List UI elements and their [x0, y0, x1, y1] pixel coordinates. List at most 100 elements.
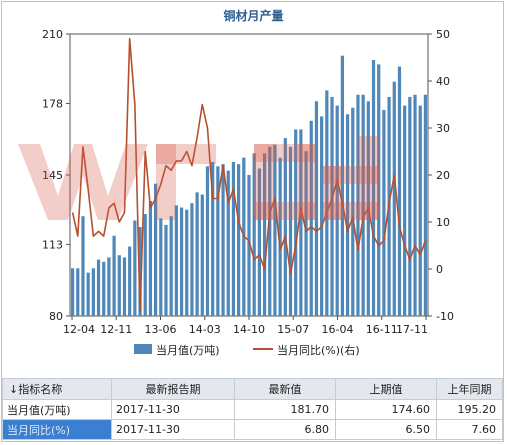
bar — [273, 144, 277, 316]
chart-title: 铜材月产量 — [223, 9, 284, 23]
bar — [179, 207, 184, 316]
series-line — [71, 37, 427, 313]
bar — [148, 201, 153, 316]
bar — [195, 192, 199, 316]
bar — [174, 205, 178, 316]
right-axis-tick-label: 20 — [436, 169, 450, 182]
bar — [371, 60, 376, 316]
bar — [107, 257, 111, 316]
bar — [356, 94, 360, 317]
x-axis-tick-label: 12-04 — [63, 323, 95, 336]
col-header-latest[interactable]: 最新值 — [234, 378, 336, 400]
bar — [205, 166, 210, 316]
bar — [216, 166, 220, 316]
table-row[interactable]: 当月值(万吨) 2017-11-30 181.70 174.60 195.20 — [2, 399, 503, 420]
sort-arrow-icon: ↓ — [9, 383, 19, 396]
bar — [330, 96, 334, 316]
row-last-year: 7.60 — [436, 419, 503, 440]
bar — [304, 151, 308, 316]
col-header-previous[interactable]: 上期值 — [335, 378, 437, 400]
table-row-selected[interactable]: 当月同比(%) 2017-11-30 6.80 6.50 7.60 — [2, 419, 503, 440]
x-axis-tick-label: 15-07 — [277, 323, 309, 336]
x-axis-tick-label: 13-06 — [145, 323, 177, 336]
row-latest: 181.70 — [234, 399, 336, 420]
bar — [185, 209, 189, 316]
bar — [268, 146, 272, 316]
row-date: 2017-11-30 — [111, 399, 235, 420]
bar — [314, 101, 319, 316]
row-name: 当月值(万吨) — [2, 399, 112, 420]
bar — [299, 129, 303, 316]
bar — [91, 268, 95, 316]
x-axis-tick-label: 16-11 — [366, 323, 398, 336]
bar — [122, 257, 127, 316]
left-axis-tick-label: 145 — [42, 169, 63, 182]
left-axis-tick-label: 113 — [42, 238, 63, 251]
legend-bar-label: 当月值(万吨) — [156, 343, 220, 357]
left-axis-tick-label: 80 — [49, 310, 63, 323]
bar — [237, 164, 241, 316]
bar — [133, 220, 137, 316]
col-header-date[interactable]: 最新报告期 — [111, 378, 235, 400]
bar — [96, 259, 101, 316]
x-axis-tick-label: 17-11 — [396, 323, 428, 336]
row-previous: 174.60 — [335, 399, 437, 420]
legend-line-label: 当月同比(%)(右) — [277, 343, 360, 357]
bar — [377, 64, 381, 317]
left-axis-tick-label: 178 — [42, 97, 63, 110]
bar — [164, 224, 168, 316]
bar — [361, 94, 365, 317]
col-header-name[interactable]: ↓指标名称 — [2, 378, 112, 400]
right-axis-tick-label: 30 — [436, 122, 450, 135]
bar — [169, 216, 173, 316]
x-axis-tick-label: 14-03 — [189, 323, 221, 336]
right-axis-tick-label: 0 — [436, 263, 443, 276]
row-date: 2017-11-30 — [111, 419, 235, 440]
row-previous: 6.50 — [335, 419, 437, 440]
bar — [294, 129, 298, 316]
bar — [397, 66, 402, 316]
bar — [138, 227, 142, 316]
right-axis-tick-label: 40 — [436, 75, 450, 88]
bar — [351, 107, 355, 316]
bar — [257, 168, 261, 316]
bar — [382, 109, 386, 316]
bar — [190, 203, 194, 316]
bar — [86, 272, 90, 316]
bar — [345, 114, 350, 316]
bar — [283, 138, 287, 316]
row-name: 当月同比(%) — [2, 419, 112, 440]
chart-canvas: 80 113 145 178 210 -10 0 10 20 30 40 50 12-04 12-11 13… — [42, 28, 454, 357]
bar — [423, 94, 428, 317]
bar — [413, 94, 417, 317]
right-axis-tick-label: 10 — [436, 216, 450, 229]
bar — [70, 268, 75, 316]
bar — [102, 261, 106, 316]
legend-bar-swatch — [134, 344, 152, 354]
row-latest: 6.80 — [234, 419, 336, 440]
bar — [143, 214, 147, 316]
bar — [81, 216, 85, 316]
bar — [278, 157, 282, 316]
bar — [252, 153, 256, 316]
bar — [76, 268, 80, 316]
x-axis-tick-label: 12-11 — [100, 323, 132, 336]
x-axis-tick-label: 16-04 — [322, 323, 354, 336]
bar — [340, 55, 344, 316]
bar — [392, 81, 396, 316]
bar — [159, 218, 163, 316]
col-header-last-year[interactable]: 上年同期 — [436, 378, 503, 400]
right-axis-tick-label: -10 — [436, 310, 454, 323]
bar — [309, 120, 313, 317]
bar — [226, 170, 230, 316]
bar — [325, 90, 329, 317]
bar — [211, 161, 215, 316]
bar — [221, 164, 225, 316]
bar — [112, 235, 116, 316]
left-axis-tick-label: 210 — [42, 28, 63, 41]
bar — [117, 255, 121, 316]
right-axis-tick-label: 50 — [436, 28, 450, 41]
bar — [320, 116, 324, 317]
bar — [408, 96, 412, 316]
